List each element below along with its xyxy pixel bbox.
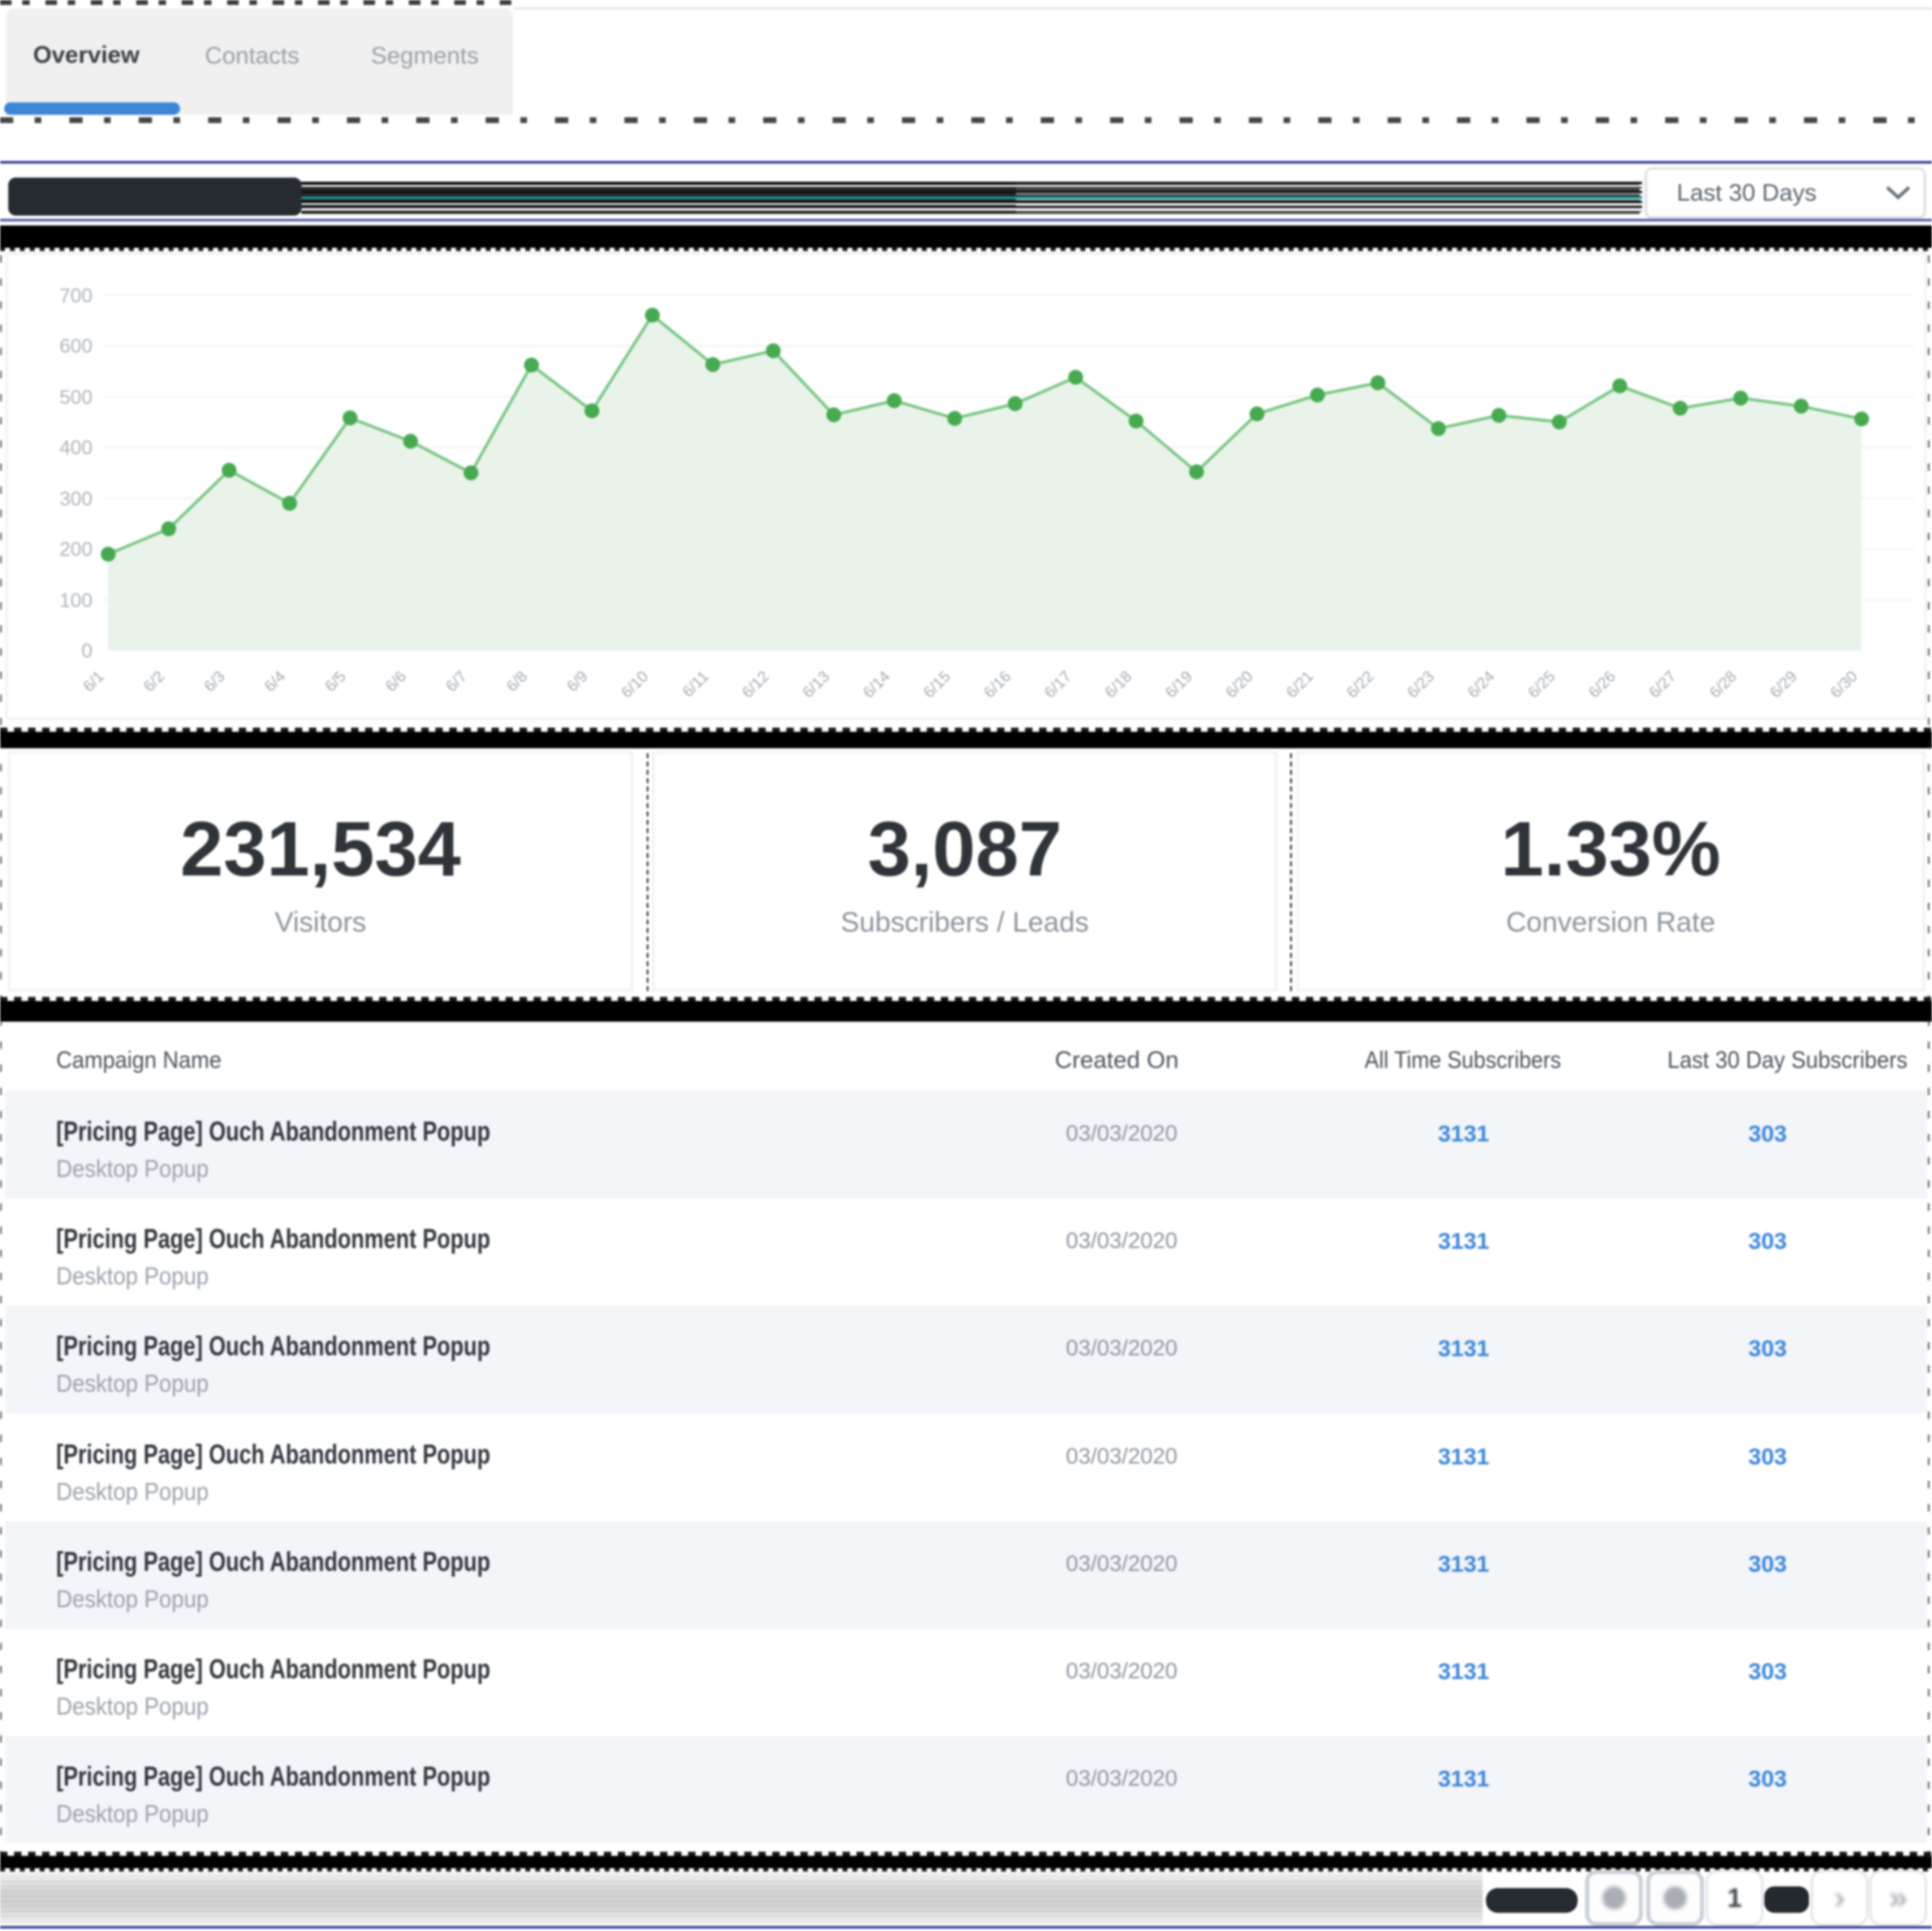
svg-text:6/7: 6/7 bbox=[443, 668, 471, 696]
svg-text:6/20: 6/20 bbox=[1222, 668, 1256, 702]
svg-text:700: 700 bbox=[59, 285, 93, 307]
svg-text:600: 600 bbox=[59, 335, 93, 358]
svg-text:6/26: 6/26 bbox=[1586, 668, 1620, 702]
svg-text:6/23: 6/23 bbox=[1404, 668, 1438, 702]
svg-text:6/9: 6/9 bbox=[564, 668, 592, 696]
svg-text:500: 500 bbox=[59, 387, 93, 409]
svg-text:6/2: 6/2 bbox=[140, 668, 169, 696]
svg-text:100: 100 bbox=[59, 590, 93, 612]
svg-text:6/19: 6/19 bbox=[1162, 668, 1196, 702]
svg-text:6/29: 6/29 bbox=[1767, 668, 1801, 702]
svg-text:6/3: 6/3 bbox=[201, 668, 229, 696]
svg-text:6/27: 6/27 bbox=[1646, 668, 1680, 702]
svg-text:6/6: 6/6 bbox=[382, 668, 411, 696]
svg-text:6/25: 6/25 bbox=[1525, 668, 1559, 702]
svg-text:6/8: 6/8 bbox=[503, 668, 531, 696]
svg-text:400: 400 bbox=[59, 437, 93, 459]
svg-text:6/17: 6/17 bbox=[1042, 668, 1075, 702]
svg-text:6/28: 6/28 bbox=[1707, 668, 1740, 702]
svg-text:200: 200 bbox=[59, 538, 93, 561]
svg-text:6/14: 6/14 bbox=[860, 667, 894, 701]
svg-text:300: 300 bbox=[59, 488, 93, 510]
svg-text:6/24: 6/24 bbox=[1464, 667, 1498, 701]
svg-text:6/11: 6/11 bbox=[680, 668, 713, 701]
svg-text:6/1: 6/1 bbox=[80, 668, 108, 696]
svg-text:6/12: 6/12 bbox=[739, 668, 773, 702]
svg-text:6/10: 6/10 bbox=[618, 668, 652, 702]
svg-text:6/4: 6/4 bbox=[262, 667, 290, 695]
svg-text:6/22: 6/22 bbox=[1344, 668, 1378, 702]
svg-text:6/15: 6/15 bbox=[920, 668, 954, 702]
svg-text:0: 0 bbox=[82, 640, 93, 662]
svg-text:6/5: 6/5 bbox=[322, 668, 350, 696]
svg-text:6/16: 6/16 bbox=[981, 668, 1015, 702]
svg-text:6/13: 6/13 bbox=[800, 668, 833, 702]
svg-text:6/18: 6/18 bbox=[1102, 668, 1136, 702]
svg-text:6/21: 6/21 bbox=[1284, 668, 1317, 702]
svg-text:6/30: 6/30 bbox=[1827, 668, 1861, 702]
